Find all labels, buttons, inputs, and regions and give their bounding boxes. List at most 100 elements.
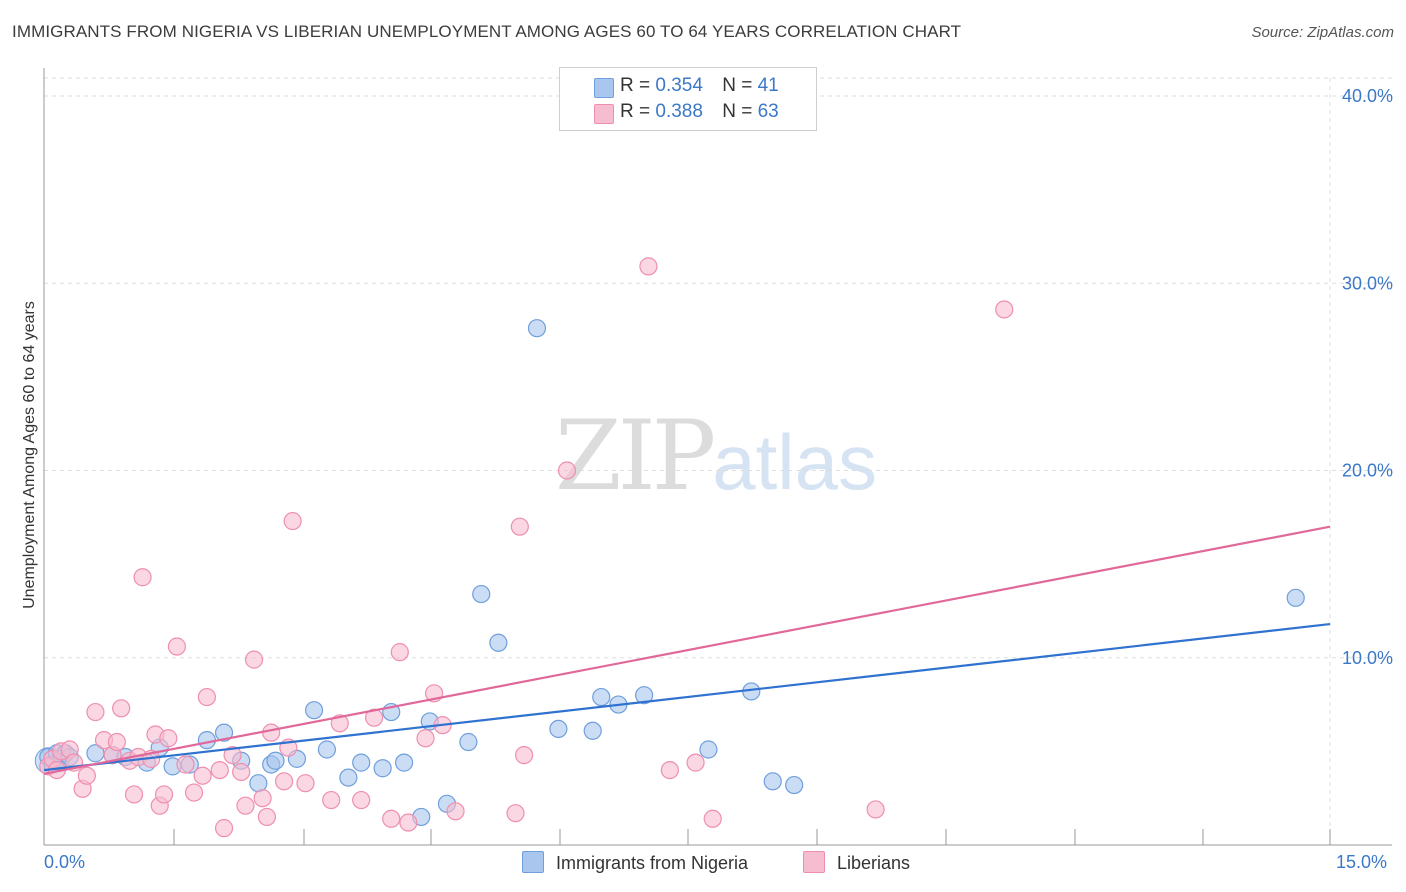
liberians-point bbox=[253, 789, 272, 808]
liberians-point bbox=[257, 807, 277, 827]
nigeria-point bbox=[527, 319, 547, 338]
liberians-point bbox=[866, 800, 885, 819]
legend-n-value: 41 bbox=[757, 75, 779, 96]
nigeria-point bbox=[352, 753, 371, 772]
liberians-point bbox=[244, 650, 264, 669]
legend-r-value: 0.354 bbox=[655, 75, 703, 96]
y-tick-labels: 10.0% 20.0% 30.0% 40.0% bbox=[1342, 86, 1393, 668]
y-tick-label: 20.0% bbox=[1342, 461, 1393, 481]
nigeria-point bbox=[489, 633, 508, 652]
nigeria-point bbox=[373, 759, 392, 778]
bottom-legend-liberians: Liberians bbox=[803, 851, 910, 874]
bottom-legend-nigeria: Immigrants from Nigeria bbox=[522, 851, 748, 874]
correlation-legend: R = 0.354 N = 41 R = 0.388 N = 63 bbox=[559, 67, 817, 131]
liberians-point bbox=[330, 714, 349, 733]
liberians-point bbox=[515, 746, 534, 765]
liberians-point bbox=[510, 517, 529, 536]
liberians-point bbox=[506, 804, 525, 823]
liberians-point bbox=[352, 790, 371, 810]
liberians-point bbox=[416, 729, 435, 748]
nigeria-point bbox=[699, 740, 718, 759]
nigeria-point bbox=[197, 731, 216, 750]
liberians-point bbox=[124, 785, 144, 804]
x-tick-label-min: 0.0% bbox=[44, 852, 86, 872]
legend-swatch-liberians bbox=[594, 104, 614, 124]
nigeria-point bbox=[266, 751, 285, 770]
legend-r-label: R = bbox=[620, 75, 651, 96]
nigeria-trend-line bbox=[43, 622, 1331, 772]
legend-swatch-nigeria bbox=[594, 78, 614, 98]
nigeria-point bbox=[763, 772, 782, 791]
liberians-point bbox=[283, 511, 302, 531]
bottom-legend-swatch-liberians bbox=[803, 851, 825, 873]
liberians-point bbox=[660, 760, 679, 780]
legend-r-label: R = bbox=[620, 101, 651, 122]
legend-row-nigeria: R = 0.354 N = 41 bbox=[594, 75, 779, 101]
liberians-point bbox=[382, 809, 401, 828]
nigeria-point bbox=[549, 719, 568, 739]
nigeria-point bbox=[459, 732, 478, 752]
nigeria-point bbox=[304, 701, 324, 720]
bottom-legend-label-nigeria: Immigrants from Nigeria bbox=[556, 853, 749, 873]
liberians-point bbox=[236, 796, 255, 815]
liberians-point bbox=[446, 802, 465, 821]
nigeria-point bbox=[583, 721, 602, 740]
liberians-point bbox=[133, 568, 152, 587]
liberians-point bbox=[322, 790, 341, 810]
nigeria-point bbox=[394, 753, 414, 772]
legend-r-value: 0.388 bbox=[655, 101, 703, 122]
nigeria-point bbox=[339, 768, 358, 787]
source-label: Source: ZipAtlas.com bbox=[1251, 24, 1394, 41]
y-tick-label: 30.0% bbox=[1342, 273, 1393, 293]
nigeria-point bbox=[1286, 588, 1305, 607]
liberians-point bbox=[557, 461, 577, 480]
liberians-point bbox=[214, 819, 234, 838]
nigeria-point bbox=[249, 774, 268, 793]
liberians-point bbox=[107, 732, 126, 752]
liberians-point bbox=[210, 760, 229, 780]
liberians-point bbox=[223, 746, 242, 765]
axes bbox=[43, 68, 1392, 846]
liberians-point bbox=[154, 785, 174, 804]
nigeria-point bbox=[592, 687, 611, 707]
grid-lines bbox=[44, 77, 1392, 845]
y-axis-label: Unemployment Among Ages 60 to 64 years bbox=[21, 301, 38, 609]
liberians-point bbox=[184, 783, 204, 802]
chart-title: IMMIGRANTS FROM NIGERIA VS LIBERIAN UNEM… bbox=[12, 22, 962, 41]
liberians-point bbox=[262, 723, 281, 742]
liberians-point bbox=[193, 766, 212, 785]
liberians-point bbox=[686, 753, 705, 772]
liberians-point bbox=[77, 766, 96, 785]
liberians-point bbox=[364, 708, 384, 727]
liberians-point bbox=[703, 809, 722, 828]
liberians-point bbox=[274, 772, 294, 791]
liberians-point bbox=[995, 300, 1014, 319]
legend-row-liberians: R = 0.388 N = 63 bbox=[594, 101, 779, 127]
trend-lines bbox=[43, 525, 1331, 775]
liberians-point bbox=[197, 687, 216, 707]
nigeria-point bbox=[214, 723, 234, 742]
nigeria-point bbox=[785, 775, 804, 795]
liberians-point bbox=[176, 755, 195, 774]
liberians-point bbox=[296, 774, 315, 793]
liberians-point bbox=[399, 813, 418, 832]
nigeria-point bbox=[472, 584, 491, 604]
y-tick-label: 40.0% bbox=[1342, 86, 1393, 106]
legend-n-label: N = bbox=[722, 101, 753, 122]
liberians-point bbox=[639, 257, 658, 276]
liberians-point bbox=[86, 702, 105, 722]
nigeria-point bbox=[635, 686, 654, 705]
y-tick-label: 10.0% bbox=[1342, 648, 1393, 668]
liberians-point bbox=[232, 762, 251, 782]
nigeria-point bbox=[317, 740, 337, 759]
bottom-legend-swatch-nigeria bbox=[522, 851, 544, 873]
legend-n-label: N = bbox=[722, 75, 753, 96]
liberians-point bbox=[112, 699, 131, 718]
bottom-legend-label-liberians: Liberians bbox=[837, 853, 911, 873]
liberians-point bbox=[167, 637, 186, 656]
x-tick-label-max: 15.0% bbox=[1336, 852, 1388, 872]
liberians-trend-line bbox=[43, 525, 1331, 775]
liberians-point bbox=[159, 729, 178, 748]
legend-n-value: 63 bbox=[757, 101, 779, 122]
